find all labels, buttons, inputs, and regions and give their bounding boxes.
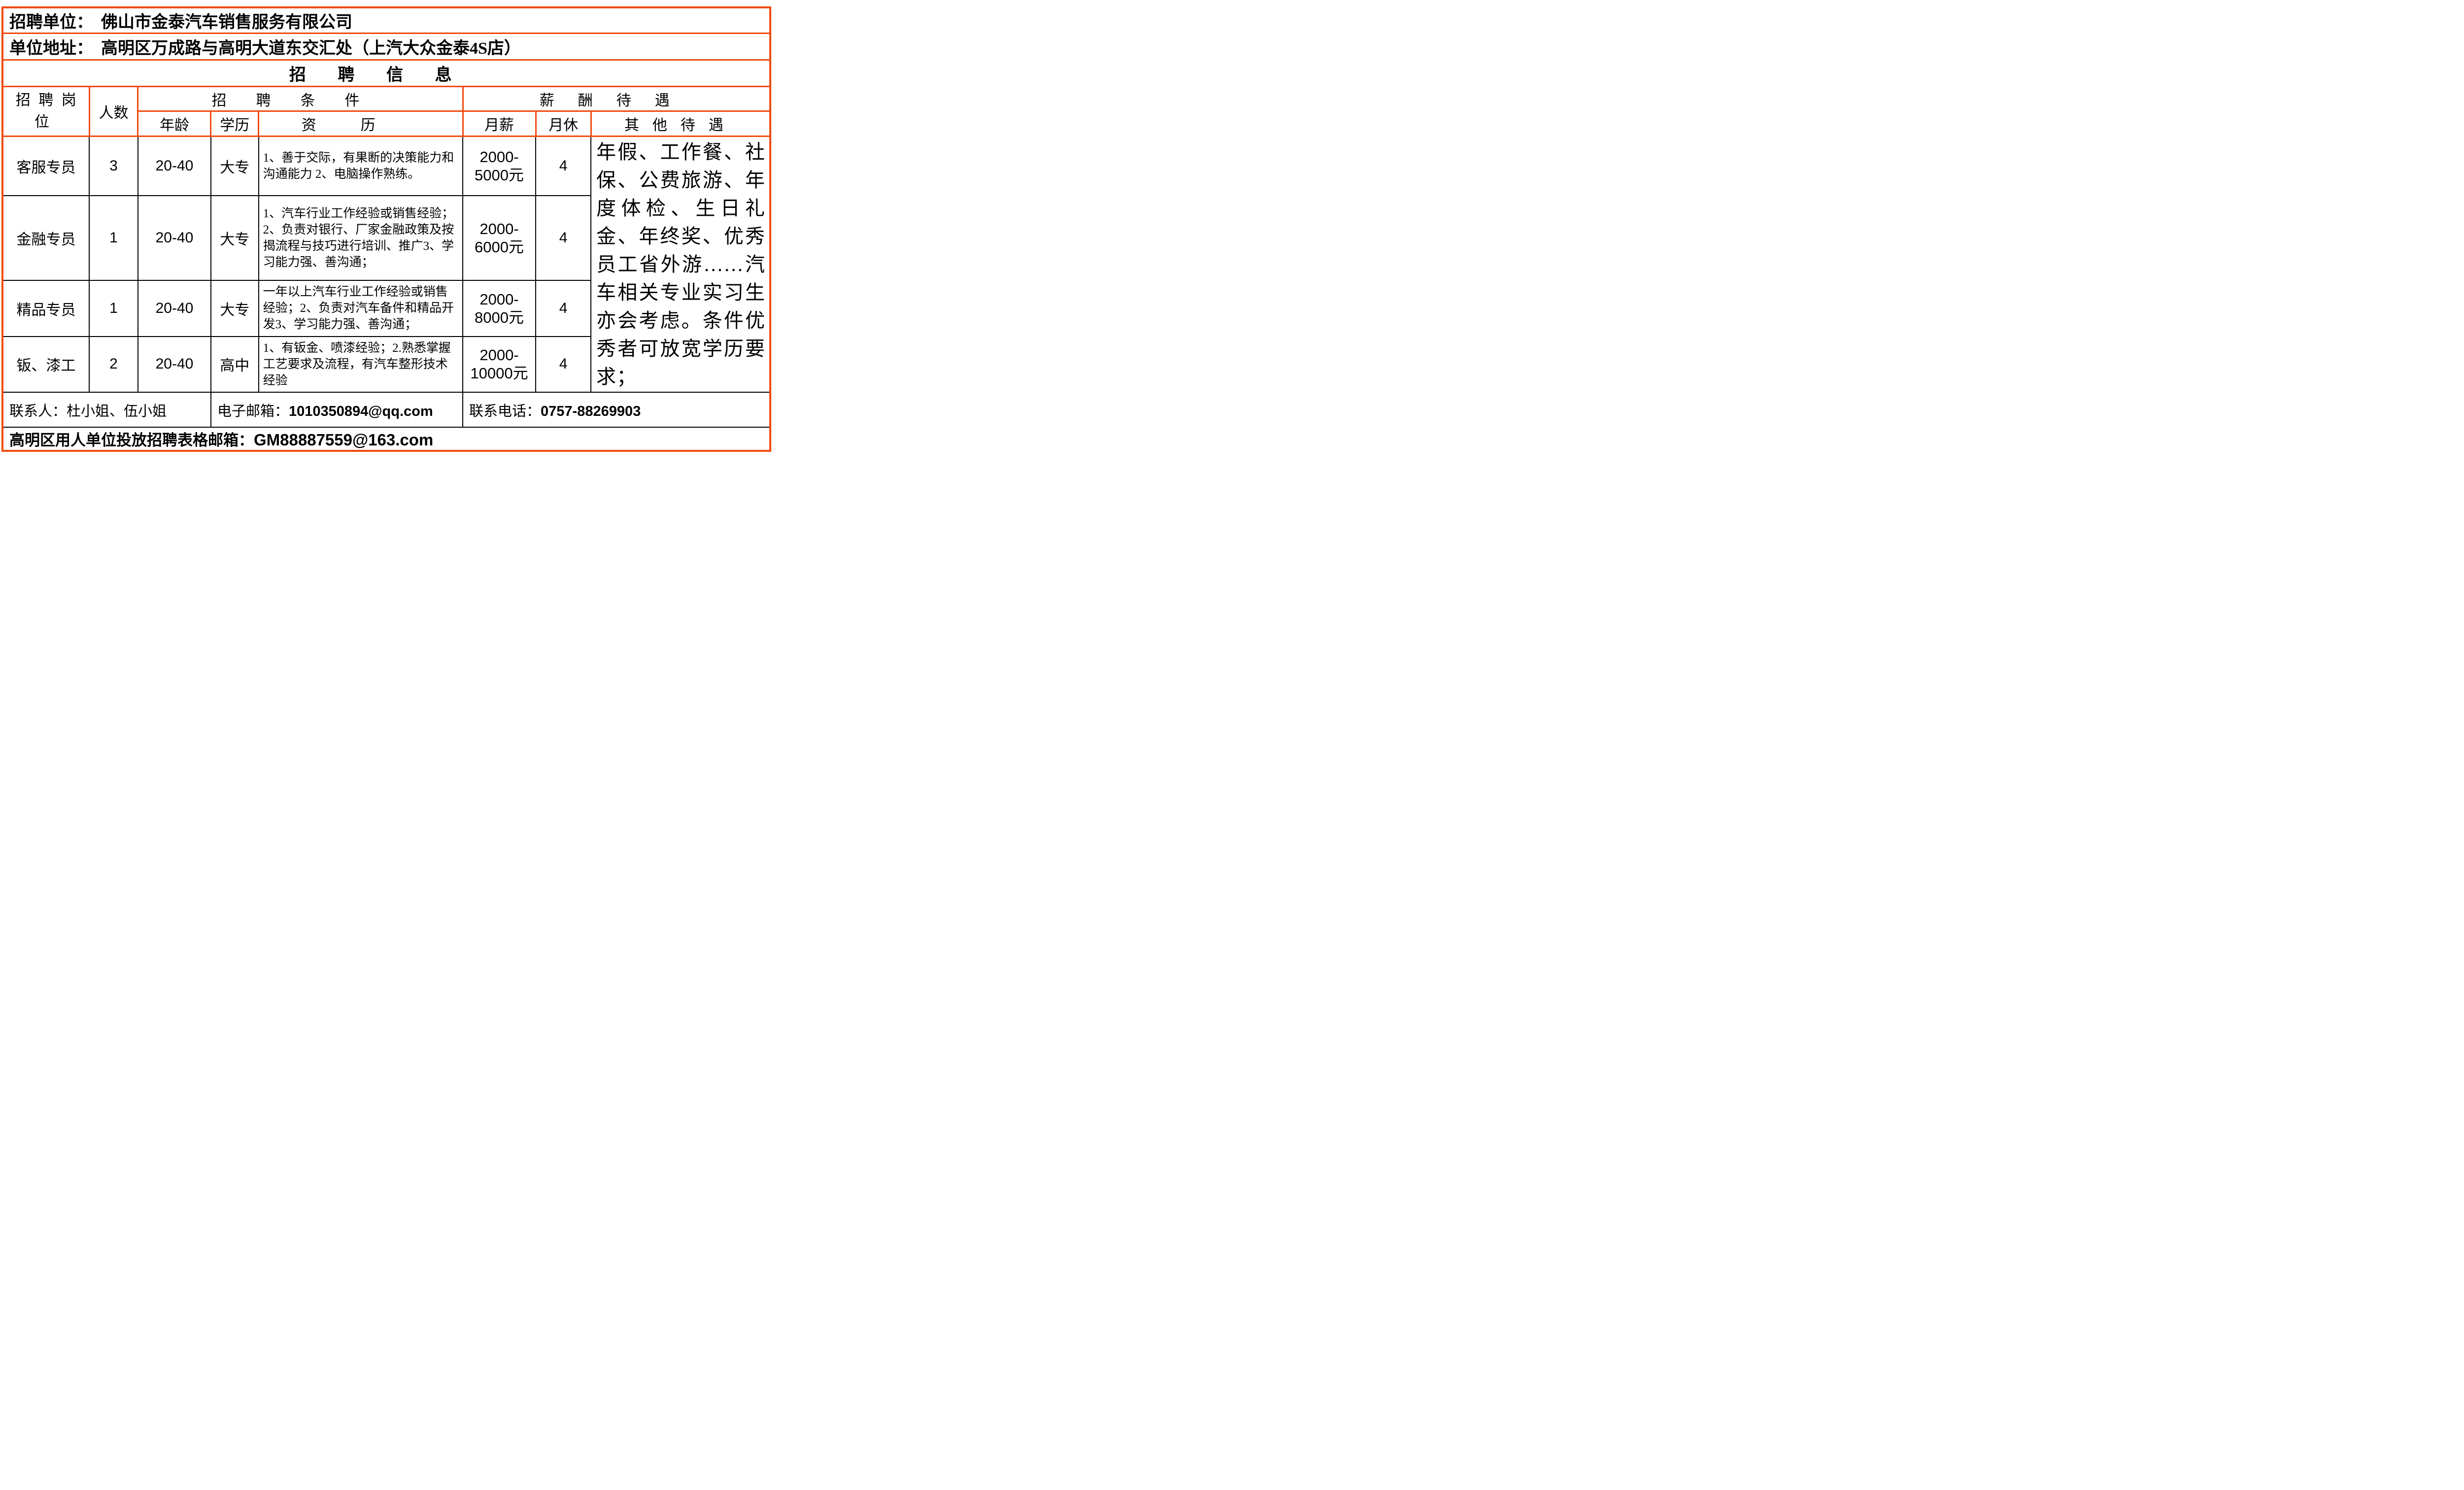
table-row: 金融专员 1 20-40 大专 1、汽车行业工作经验或销售经验；2、负责对银行、… xyxy=(1,195,770,281)
contact-person-label: 联系人： xyxy=(9,403,67,419)
recruitment-table: 招聘单位： 佛山市金泰汽车销售服务有限公司 单位地址： 高明区万成路与高明大道东交汇… xyxy=(1,6,771,452)
header-conditions: 招聘条件 xyxy=(137,86,464,112)
cell-headcount: 2 xyxy=(89,336,138,393)
cell-experience: 一年以上汽车行业工作经验或销售经验；2、负责对汽车备件和精品开发3、学习能力强、… xyxy=(258,280,464,337)
cell-age: 20-40 xyxy=(137,135,211,197)
cell-position: 钣、漆工 xyxy=(1,336,90,393)
cell-position: 精品专员 xyxy=(1,280,90,337)
cell-position: 客服专员 xyxy=(1,135,90,197)
footer-row: 高明区用人单位投放招聘表格邮箱：GM88887559@163.com xyxy=(2,427,771,451)
table-row: 精品专员 1 20-40 大专 一年以上汽车行业工作经验或销售经验；2、负责对汽… xyxy=(1,280,770,337)
section-title-row: 招聘信息 xyxy=(1,59,771,87)
cell-salary: 2000- 10000元 xyxy=(462,336,536,393)
header-position: 招聘岗位 xyxy=(1,86,90,137)
cell-headcount: 1 xyxy=(89,195,138,281)
header-age: 年龄 xyxy=(137,110,212,137)
contact-phone-label: 联系电话： xyxy=(469,403,541,419)
header-row-1: 招聘岗位 人数 招聘条件 薪酬待遇 xyxy=(1,86,771,137)
footer-label: 高明区用人单位投放招聘表格邮箱： xyxy=(9,432,254,449)
cell-rest: 4 xyxy=(535,336,592,393)
cell-salary: 2000- 8000元 xyxy=(462,280,536,337)
cell-salary: 2000- 5000元 xyxy=(462,135,536,197)
cell-position: 金融专员 xyxy=(1,195,90,281)
cell-headcount: 3 xyxy=(89,135,138,197)
cell-age: 20-40 xyxy=(137,336,211,393)
address-label: 单位地址： xyxy=(9,39,93,58)
header-experience: 资历 xyxy=(258,110,464,137)
contact-person-cell: 联系人：杜小姐、伍小姐 xyxy=(2,392,211,428)
cell-education: 大专 xyxy=(210,280,259,337)
header-monthly-rest: 月休 xyxy=(535,110,592,137)
address-cell: 单位地址： 高明区万成路与高明大道东交汇处（上汽大众金泰4S店） xyxy=(1,33,771,61)
footer-email: GM88887559@163.com xyxy=(254,431,434,449)
cell-experience: 1、汽车行业工作经验或销售经验；2、负责对银行、厂家金融政策及按揭流程与技巧进行… xyxy=(258,195,464,281)
contact-phone-cell: 联系电话：0757-88269903 xyxy=(462,392,771,428)
section-title: 招聘信息 xyxy=(289,66,484,84)
cell-education: 大专 xyxy=(210,135,259,197)
cell-rest: 4 xyxy=(535,195,592,281)
cell-age: 20-40 xyxy=(137,195,211,281)
contact-phone-value: 0757-88269903 xyxy=(541,403,641,419)
contact-email-value: 1010350894@qq.com xyxy=(288,403,433,419)
section-title-cell: 招聘信息 xyxy=(1,59,771,87)
table-row: 钣、漆工 2 20-40 高中 1、有钣金、喷漆经验；2.熟悉掌握工艺要求及流程… xyxy=(1,336,770,393)
benefits-cell: 年假、工作餐、社保、公费旅游、年度体检、生日礼金、年终奖、优秀员工省外游……汽车… xyxy=(590,135,771,393)
header-salary-group: 薪酬待遇 xyxy=(462,86,771,112)
cell-rest: 4 xyxy=(535,135,592,197)
footer-cell: 高明区用人单位投放招聘表格邮箱：GM88887559@163.com xyxy=(2,427,771,451)
header-education: 学历 xyxy=(210,110,260,137)
header-other-benefits: 其他待遇 xyxy=(590,110,771,137)
table-row: 客服专员 3 20-40 大专 1、善于交际，有果断的决策能力和沟通能力 2、电… xyxy=(1,135,771,393)
company-cell: 招聘单位： 佛山市金泰汽车销售服务有限公司 xyxy=(1,6,771,34)
cell-salary: 2000- 6000元 xyxy=(462,195,536,281)
company-name: 佛山市金泰汽车销售服务有限公司 xyxy=(101,13,352,32)
contact-row: 联系人：杜小姐、伍小姐 电子邮箱：1010350894@qq.com 联系电话：… xyxy=(2,392,771,428)
company-label: 招聘单位： xyxy=(9,13,93,32)
contact-person-value: 杜小姐、伍小姐 xyxy=(67,403,167,419)
header-monthly-salary: 月薪 xyxy=(462,110,537,137)
address-row: 单位地址： 高明区万成路与高明大道东交汇处（上汽大众金泰4S店） xyxy=(1,33,771,61)
cell-experience: 1、有钣金、喷漆经验；2.熟悉掌握工艺要求及流程，有汽车整形技术经验 xyxy=(258,336,464,393)
contact-email-label: 电子邮箱： xyxy=(217,403,289,419)
cell-experience: 1、善于交际，有果断的决策能力和沟通能力 2、电脑操作熟练。 xyxy=(258,135,464,197)
contact-email-cell: 电子邮箱：1010350894@qq.com xyxy=(210,392,464,428)
cell-education: 大专 xyxy=(210,195,259,281)
cell-rest: 4 xyxy=(535,280,592,337)
cell-age: 20-40 xyxy=(137,280,211,337)
header-headcount: 人数 xyxy=(88,86,139,137)
header-row-2: 年龄 学历 资历 月薪 月休 其他待遇 xyxy=(2,110,771,137)
company-row: 招聘单位： 佛山市金泰汽车销售服务有限公司 xyxy=(1,6,771,34)
cell-headcount: 1 xyxy=(89,280,138,337)
address-value: 高明区万成路与高明大道东交汇处（上汽大众金泰4S店） xyxy=(101,39,521,58)
cell-education: 高中 xyxy=(210,336,259,393)
